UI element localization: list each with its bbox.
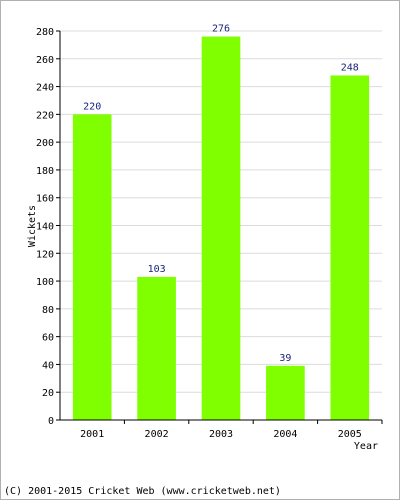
x-tick-label: 2005 bbox=[338, 429, 362, 440]
bar-2005 bbox=[330, 75, 370, 420]
y-tick-label: 60 bbox=[42, 333, 54, 344]
y-tick-label: 80 bbox=[42, 305, 54, 316]
x-axis-ticks: 2001 2002 2003 2004 2005 bbox=[80, 420, 383, 440]
x-tick-label: 2004 bbox=[273, 429, 297, 440]
y-tick-label: 220 bbox=[36, 110, 54, 121]
y-tick-label: 160 bbox=[36, 194, 54, 205]
bar-2004 bbox=[266, 365, 305, 420]
y-tick-label: 20 bbox=[42, 388, 54, 399]
y-tick-label: 100 bbox=[36, 277, 54, 288]
x-tick-label: 2003 bbox=[209, 429, 233, 440]
y-tick-label: 240 bbox=[36, 83, 54, 94]
x-tick-label: 2002 bbox=[145, 429, 169, 440]
y-tick-label: 260 bbox=[36, 55, 54, 66]
y-axis-ticks: 0 20 40 60 80 100 120 140 160 180 200 220 240 260 280 bbox=[36, 27, 60, 427]
data-label-2002: 103 bbox=[148, 264, 166, 275]
copyright-footer: (C) 2001-2015 Cricket Web (www.cricketwe… bbox=[4, 486, 281, 497]
x-axis-label: Year bbox=[354, 441, 378, 452]
y-tick-label: 120 bbox=[36, 249, 54, 260]
bar-2003 bbox=[201, 36, 241, 421]
y-tick-label: 0 bbox=[48, 416, 54, 427]
y-tick-label: 180 bbox=[36, 166, 54, 177]
bar-2002 bbox=[137, 276, 176, 420]
y-tick-label: 40 bbox=[42, 360, 54, 371]
data-label-2001: 220 bbox=[83, 101, 101, 112]
y-tick-label: 280 bbox=[36, 27, 54, 38]
data-label-2005: 248 bbox=[341, 62, 359, 73]
y-tick-label: 200 bbox=[36, 138, 54, 149]
data-label-2003: 276 bbox=[212, 24, 230, 35]
y-tick-label: 140 bbox=[36, 222, 54, 233]
bars: 220 103 276 39 248 bbox=[72, 24, 370, 421]
x-tick-label: 2001 bbox=[80, 429, 104, 440]
bar-2001 bbox=[72, 114, 112, 420]
data-label-2004: 39 bbox=[279, 353, 291, 364]
y-axis-label: Wickets bbox=[27, 205, 38, 247]
